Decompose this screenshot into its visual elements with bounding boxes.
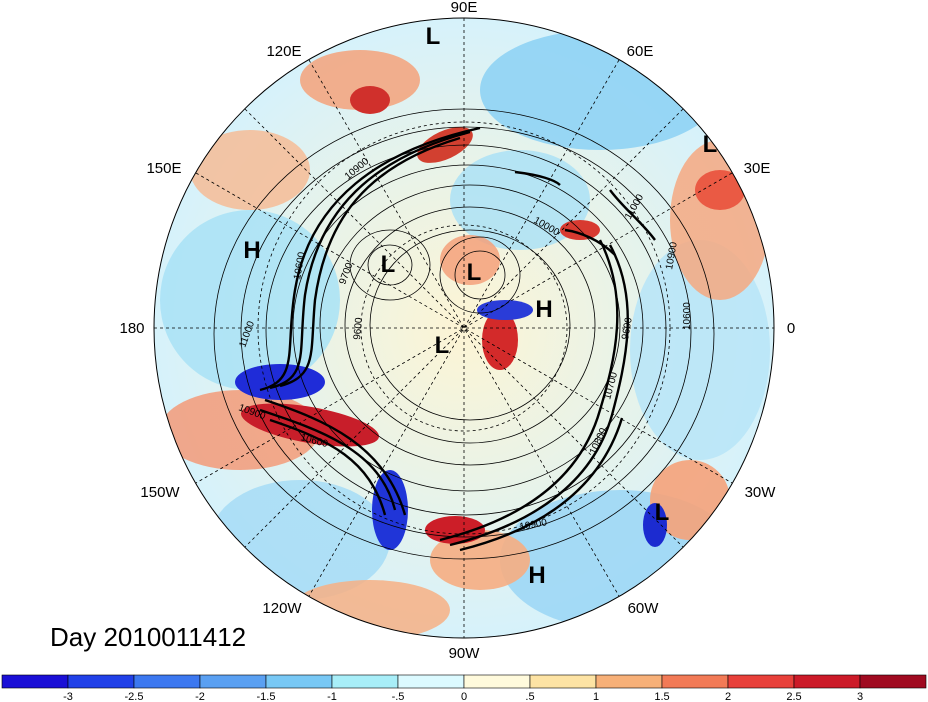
pressure-center-label: L xyxy=(655,499,670,526)
colorbar-swatch xyxy=(529,674,597,689)
pressure-center-label: L xyxy=(381,251,396,278)
colorbar-swatch xyxy=(463,674,531,689)
pressure-centers: L L H L L H L L H xyxy=(243,23,717,589)
colorbar-tick-label: -2 xyxy=(195,691,205,702)
colorbar-tick-label: 1.5 xyxy=(654,691,669,702)
colorbar-tick-label: -1.5 xyxy=(257,691,276,702)
colorbar: -3 -2.5 -2 -1.5 -1 -.5 0 .5 1 1.5 2 2.5 3 xyxy=(1,674,927,702)
colorbar-swatch xyxy=(265,674,333,689)
colorbar-swatch xyxy=(793,674,861,689)
colorbar-swatch xyxy=(661,674,729,689)
jet-stream xyxy=(259,126,656,552)
pressure-center-label: H xyxy=(528,562,545,589)
colorbar-tick-label: -3 xyxy=(63,691,73,702)
colorbar-swatch xyxy=(331,674,399,689)
colorbar-tick-label: -1 xyxy=(327,691,337,702)
pressure-center-label: L xyxy=(426,23,441,50)
pressure-center-label: L xyxy=(703,131,718,158)
colorbar-swatch xyxy=(595,674,663,689)
colorbar-tick-label: -.5 xyxy=(392,691,405,702)
contour-label: 10600 xyxy=(292,251,308,281)
day-label: Day 2010011412 xyxy=(50,622,246,652)
colorbar-tick-label: 2.5 xyxy=(786,691,801,702)
longitude-labels: 90E 120E 60E 150E 30E 180 0 150W 30W 120… xyxy=(119,0,795,662)
colorbar-tick-label: 3 xyxy=(857,691,863,702)
lon-label-0: 0 xyxy=(787,320,795,337)
lon-label-120w: 120W xyxy=(262,600,302,617)
contour-label: 9600 xyxy=(352,317,365,341)
lon-label-30w: 30W xyxy=(745,484,777,501)
lon-label-180: 180 xyxy=(119,320,144,337)
colorbar-swatch xyxy=(397,674,465,689)
colorbar-tick-label: 2 xyxy=(725,691,731,702)
colorbar-swatch xyxy=(727,674,795,689)
lon-label-150e: 150E xyxy=(146,160,181,177)
lon-label-60w: 60W xyxy=(628,600,660,617)
pressure-center-label: L xyxy=(467,259,482,286)
graticule xyxy=(154,18,774,638)
contour-label: 9600 xyxy=(620,316,635,340)
colorbar-swatch xyxy=(133,674,201,689)
lon-label-90w: 90W xyxy=(449,645,481,662)
lon-label-30e: 30E xyxy=(744,160,771,177)
pressure-center-label: L xyxy=(435,332,450,359)
colorbar-swatch xyxy=(1,674,69,689)
map-border xyxy=(153,17,775,639)
contour-label: 10600 xyxy=(682,302,693,330)
colorbar-tick-label: 0 xyxy=(461,691,467,702)
lon-label-60e: 60E xyxy=(627,43,654,60)
contour-label: 10900 xyxy=(519,517,549,533)
lon-label-90e: 90E xyxy=(451,0,478,16)
lon-label-120e: 120E xyxy=(266,43,301,60)
colorbar-tick-label: .5 xyxy=(525,691,534,702)
colorbar-tick-label: -2.5 xyxy=(125,691,144,702)
pressure-center-label: H xyxy=(243,237,260,264)
colorbar-swatch xyxy=(199,674,267,689)
lon-label-150w: 150W xyxy=(140,484,180,501)
colorbar-tick-label: 1 xyxy=(593,691,599,702)
colorbar-swatch xyxy=(859,674,927,689)
contour-label: 10900 xyxy=(664,241,680,271)
pressure-center-label: H xyxy=(535,296,552,323)
colorbar-swatch xyxy=(67,674,135,689)
